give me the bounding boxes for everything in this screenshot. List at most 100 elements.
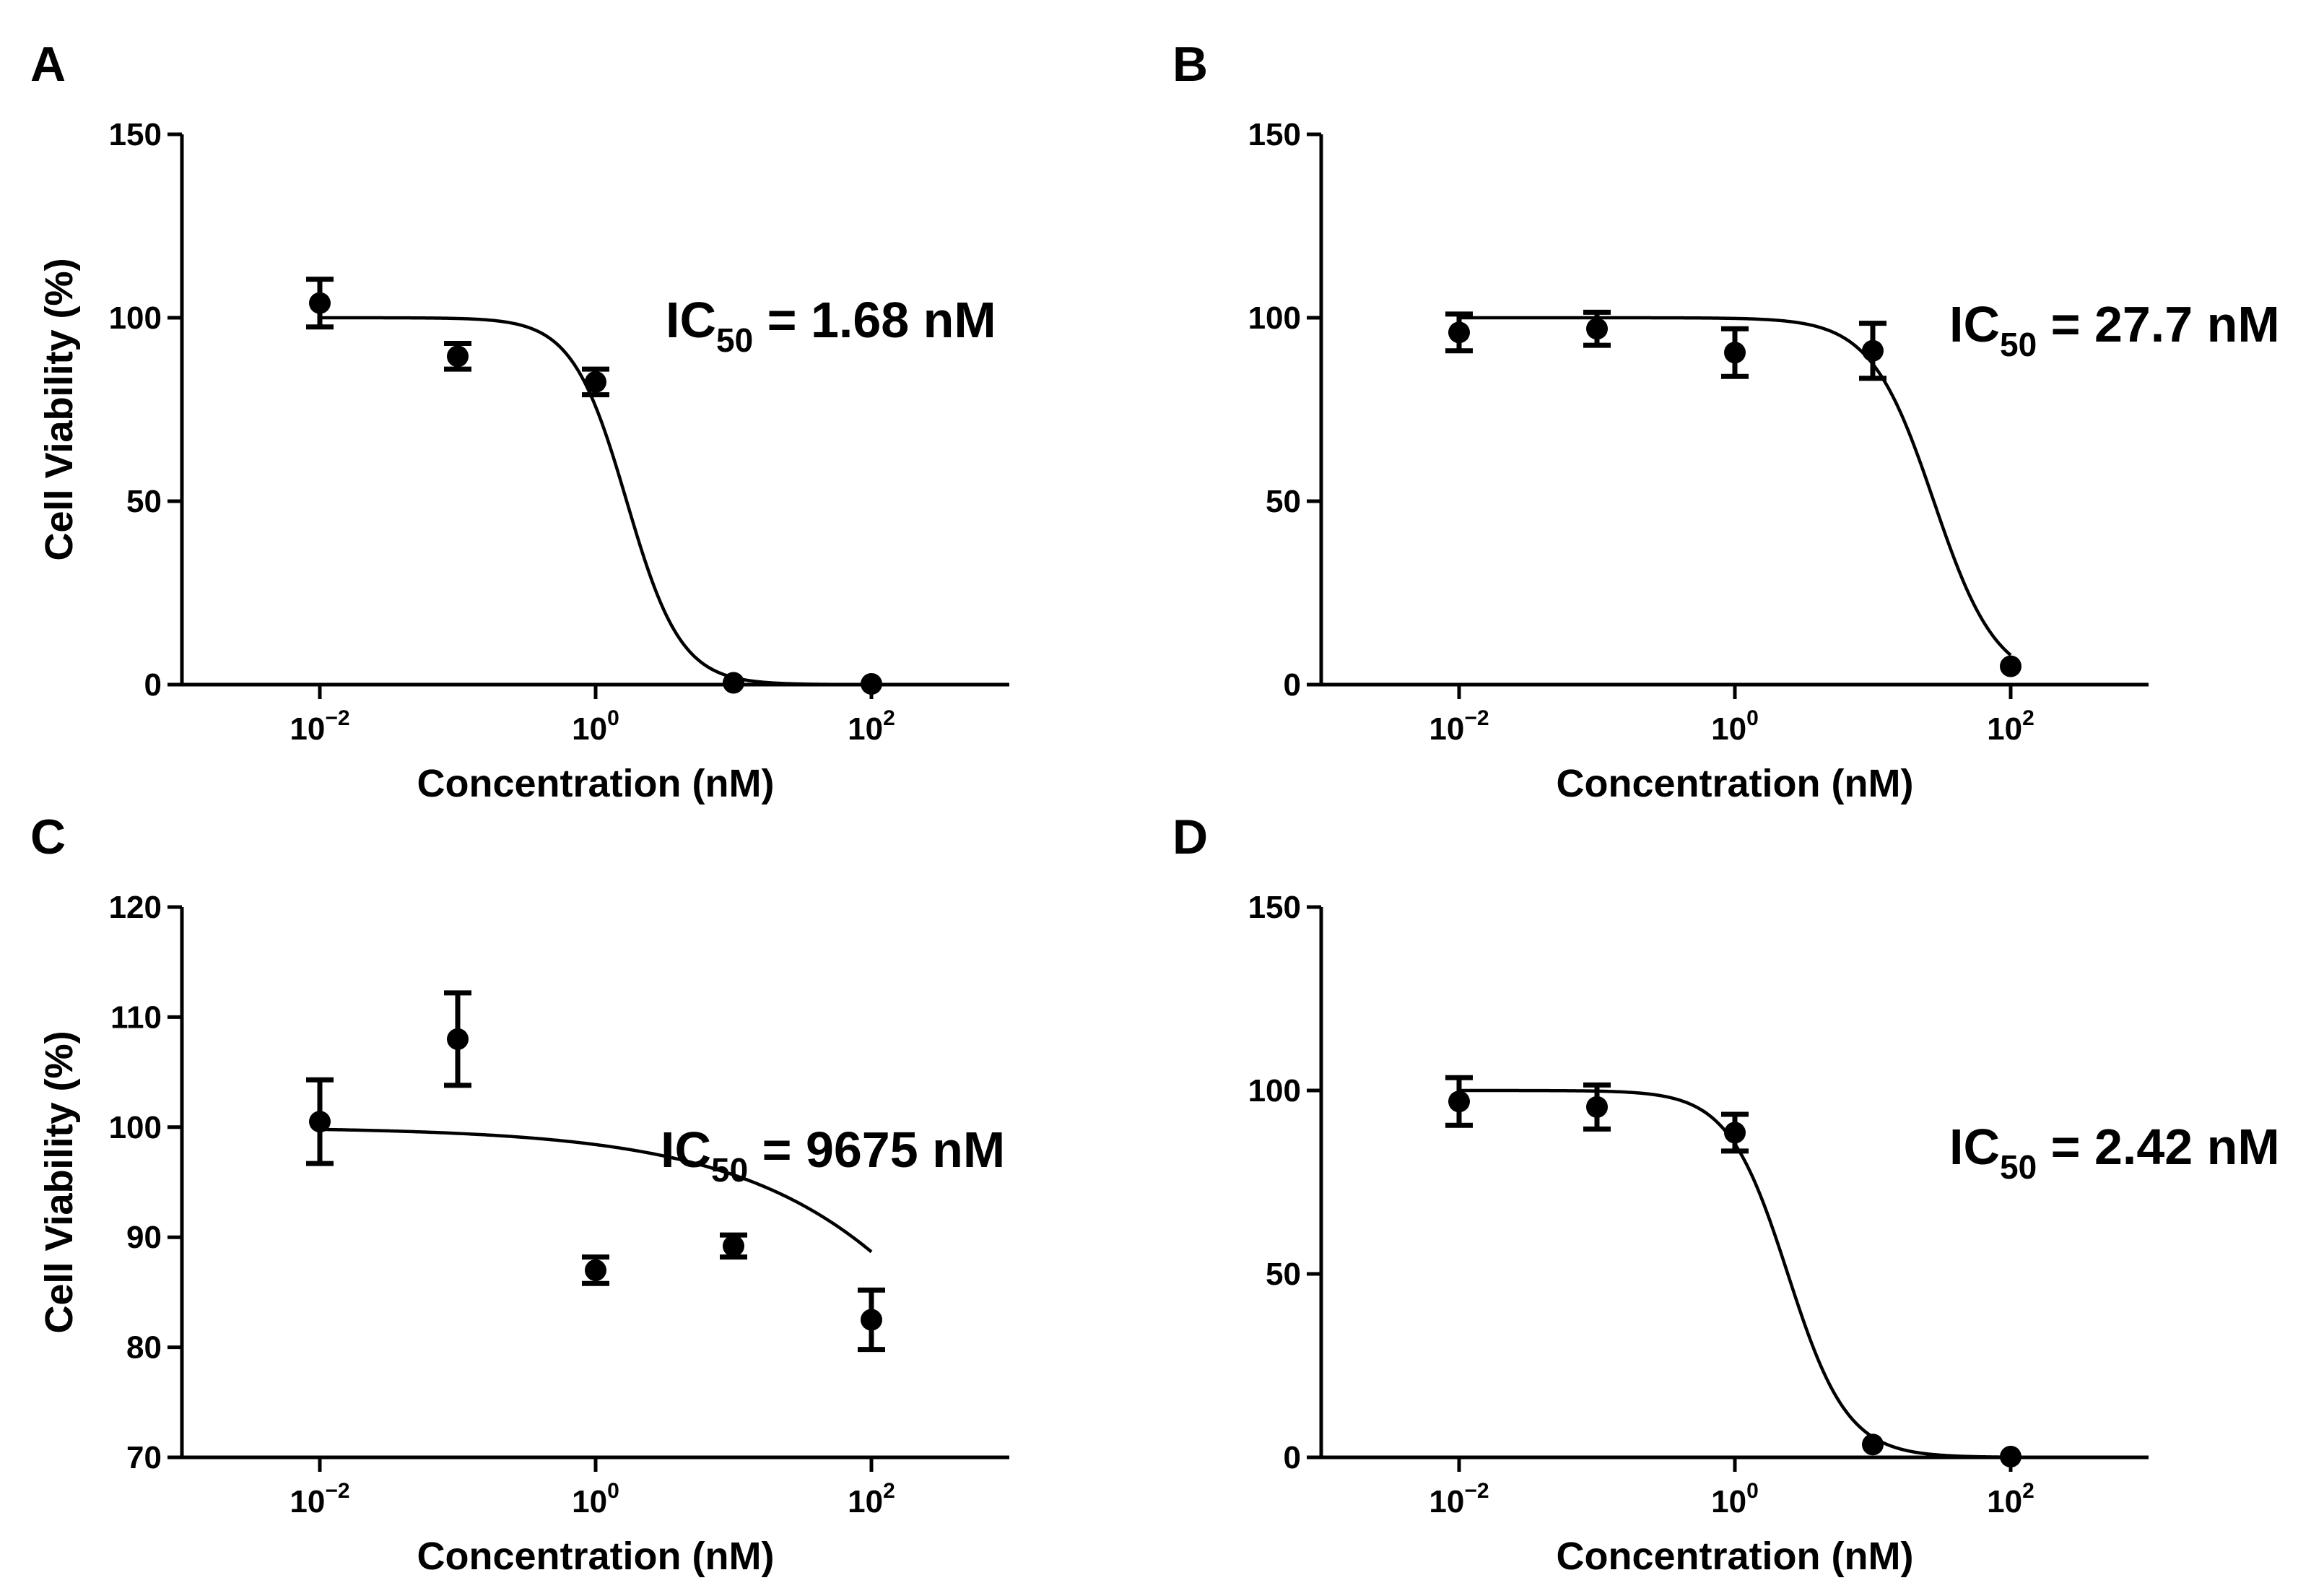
panel-d-x-tick-label: 100 — [1711, 1479, 1759, 1519]
panel-a-ic50-value: = 1.68 nM — [753, 292, 996, 348]
panel-b-x-tick-base: 10 — [1987, 711, 2022, 747]
panel-a-y-tick-label: 50 — [126, 484, 162, 519]
panel-c-data-point — [861, 1309, 882, 1331]
panel-b-x-axis-title: Concentration (nM) — [1557, 762, 1914, 805]
panel-b-data-point — [1586, 318, 1608, 340]
panel-b-data-point — [2000, 655, 2021, 677]
panel-d-data-point — [1862, 1434, 1884, 1456]
panel-a-x-tick-exponent: 0 — [607, 706, 619, 730]
panel-d-y-tick-label: 0 — [1284, 1440, 1301, 1475]
panel-c-x-tick-exponent: −2 — [325, 1479, 349, 1503]
panel-c-y-tick-label: 80 — [126, 1330, 162, 1366]
panel-b-letter: B — [1172, 37, 1208, 92]
panel-c-ic50-annotation: IC50 = 9675 nM — [661, 1122, 1005, 1189]
panel-d-x-axis-title: Concentration (nM) — [1557, 1535, 1914, 1578]
panel-a-x-tick-base: 10 — [848, 711, 883, 747]
panel-c-y-tick-label: 70 — [126, 1440, 162, 1475]
panel-c-x-tick-base: 10 — [848, 1484, 883, 1519]
panel-a-data-point — [861, 672, 882, 695]
panel-b-y-tick-label: 0 — [1284, 667, 1301, 703]
panel-a-x-tick-base: 10 — [572, 711, 607, 747]
panel-d-ic50-value: = 2.42 nM — [2037, 1119, 2280, 1175]
panel-d-x-tick-base: 10 — [1987, 1484, 2022, 1519]
panel-c-x-tick-exponent: 2 — [883, 1479, 895, 1503]
panel-b-x-tick-label: 102 — [1987, 706, 2034, 747]
panel-c-y-axis-title: Cell Viability (%) — [38, 1031, 81, 1333]
panel-b-x-tick-exponent: 2 — [2022, 706, 2034, 730]
panel-c-fit-curve — [319, 1127, 873, 1254]
panel-a-y-tick-label: 100 — [109, 300, 162, 336]
panel-a-x-tick-exponent: 2 — [883, 706, 895, 730]
panel-a-x-tick-label: 100 — [572, 706, 619, 747]
panel-c-y-tick-label: 90 — [126, 1220, 162, 1255]
panel-c-data-point — [723, 1235, 744, 1257]
panel-c-x-tick-base: 10 — [572, 1484, 607, 1519]
panel-c-data-point — [309, 1111, 331, 1133]
panel-a-y-tick-label: 150 — [109, 117, 162, 152]
panel-d-ic50-subscript: 50 — [2000, 1148, 2037, 1186]
panel-b-y-tick-label: 50 — [1266, 484, 1301, 519]
panel-c-x-axis-title: Concentration (nM) — [417, 1535, 775, 1578]
panel-b-fit-curve — [1459, 316, 2012, 656]
panel-d-data-point — [2000, 1445, 2021, 1467]
panel-c-x-tick-base: 10 — [290, 1484, 325, 1519]
panel-d-x-tick-label: 102 — [1987, 1479, 2034, 1519]
panel-d-data-point — [1586, 1096, 1608, 1118]
panel-a-letter: A — [30, 37, 66, 92]
panel-c-x-tick-label: 10−2 — [290, 1479, 349, 1519]
panel-c-ic50-subscript: 50 — [711, 1151, 748, 1189]
panel-c-data-point — [447, 1028, 469, 1050]
panel-a-ic50-annotation: IC50 = 1.68 nM — [666, 292, 996, 359]
panel-b-data-point — [1724, 342, 1746, 364]
panel-b-x-tick-label: 100 — [1711, 706, 1759, 747]
panel-d-data-point — [1448, 1090, 1470, 1113]
panel-c-x-tick-label: 100 — [572, 1479, 619, 1519]
panel-c-y-tick-label: 110 — [110, 999, 162, 1035]
panel-c-data-point — [585, 1259, 606, 1281]
panel-c-ic50-prefix: IC — [661, 1122, 711, 1178]
panel-b-ic50-annotation: IC50 = 27.7 nM — [1949, 296, 2280, 363]
panel-b-x-tick-base: 10 — [1429, 711, 1464, 747]
panel-a-data-point — [585, 370, 606, 393]
panel-d-y-tick-label: 150 — [1248, 890, 1301, 925]
panel-d-ic50-prefix: IC — [1949, 1119, 2000, 1175]
panel-d-ic50-annotation: IC50 = 2.42 nM — [1949, 1119, 2280, 1186]
panel-d-y-axis-title: Cell Viability (%) — [38, 1031, 81, 1333]
panel-b-ic50-value: = 27.7 nM — [2037, 296, 2280, 352]
panel-b-y-axis-title: Cell Viability (%) — [38, 258, 81, 560]
panel-b-x-tick-exponent: 0 — [1746, 706, 1759, 730]
panel-a-x-axis-title: Concentration (nM) — [417, 762, 775, 805]
panel-a-y-axis-title: Cell Viability (%) — [38, 258, 81, 560]
panel-a-x-tick-label: 10−2 — [290, 706, 349, 747]
panel-b-x-tick-label: 10−2 — [1429, 706, 1489, 747]
panel-a-y-tick-label: 0 — [144, 667, 162, 703]
panel-b-y-tick-label: 100 — [1248, 300, 1301, 336]
panel-d-y-tick-label: 100 — [1248, 1073, 1301, 1109]
panel-d-x-tick-base: 10 — [1711, 1484, 1746, 1519]
panel-a-ic50-prefix: IC — [666, 292, 716, 348]
panel-a-fit-curve — [320, 316, 872, 687]
panel-b-data-point — [1862, 339, 1884, 362]
panel-d-y-tick-label: 50 — [1266, 1257, 1301, 1292]
panel-d-x-tick-base: 10 — [1429, 1484, 1464, 1519]
panel-a-ic50-subscript: 50 — [716, 321, 753, 359]
panel-a-data-point — [447, 345, 469, 368]
panel-b-y-tick-label: 150 — [1248, 117, 1301, 152]
panel-d-x-tick-exponent: 2 — [2022, 1479, 2034, 1503]
panel-b-x-tick-base: 10 — [1711, 711, 1746, 747]
panel-b-ic50-prefix: IC — [1949, 296, 2000, 352]
panel-d-x-tick-exponent: −2 — [1464, 1479, 1489, 1503]
panel-c-x-tick-exponent: 0 — [607, 1479, 619, 1503]
panel-d-x-tick-label: 10−2 — [1429, 1479, 1489, 1519]
panel-a-x-tick-exponent: −2 — [325, 706, 349, 730]
panel-b-data-point — [1448, 321, 1470, 344]
panel-d-x-tick-exponent: 0 — [1746, 1479, 1759, 1503]
panel-c-y-tick-label: 100 — [109, 1110, 162, 1145]
panel-b-x-tick-exponent: −2 — [1464, 706, 1489, 730]
panel-a-data-point — [723, 672, 744, 694]
